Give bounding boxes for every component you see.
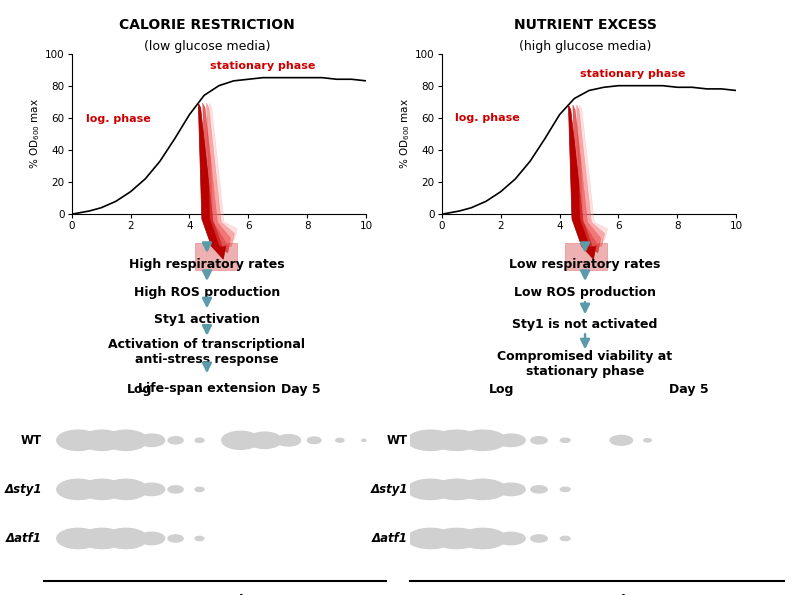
- Text: Life-span extension: Life-span extension: [138, 382, 276, 395]
- Circle shape: [57, 479, 100, 500]
- Circle shape: [168, 535, 183, 542]
- Text: High respiratory rates: High respiratory rates: [129, 258, 285, 271]
- Text: Sty1 is not activated: Sty1 is not activated: [513, 318, 657, 331]
- Circle shape: [460, 430, 506, 450]
- Circle shape: [57, 430, 100, 450]
- X-axis label: h: h: [216, 233, 222, 243]
- Polygon shape: [573, 105, 601, 253]
- Text: stationary phase: stationary phase: [210, 61, 315, 71]
- Text: Δsty1: Δsty1: [5, 483, 42, 496]
- Y-axis label: % OD$_{600}$ max: % OD$_{600}$ max: [399, 98, 412, 170]
- Circle shape: [460, 479, 506, 500]
- Y-axis label: % OD$_{600}$ max: % OD$_{600}$ max: [29, 98, 42, 170]
- Circle shape: [222, 431, 259, 449]
- Polygon shape: [198, 103, 226, 259]
- Bar: [565, 243, 607, 270]
- Polygon shape: [576, 105, 605, 246]
- Text: YE-4% Glu: YE-4% Glu: [559, 594, 635, 595]
- Bar: [195, 243, 236, 270]
- Circle shape: [80, 528, 123, 549]
- Circle shape: [336, 439, 344, 442]
- Circle shape: [361, 439, 366, 441]
- Text: CALORIE RESTRICTION: CALORIE RESTRICTION: [119, 18, 295, 32]
- Circle shape: [168, 486, 183, 493]
- Text: WT: WT: [21, 434, 42, 447]
- Text: NUTRIENT EXCESS: NUTRIENT EXCESS: [513, 18, 657, 32]
- Polygon shape: [579, 105, 607, 246]
- Polygon shape: [209, 103, 237, 246]
- Text: Day 5: Day 5: [281, 383, 320, 396]
- Text: YE-1% Glu: YE-1% Glu: [177, 594, 253, 595]
- Circle shape: [195, 536, 204, 541]
- Polygon shape: [568, 105, 596, 259]
- Text: Log: Log: [489, 383, 514, 396]
- Circle shape: [434, 479, 480, 500]
- Text: Activation of transcriptional
anti-stress response: Activation of transcriptional anti-stres…: [108, 338, 306, 367]
- Circle shape: [139, 533, 165, 544]
- Text: log. phase: log. phase: [86, 114, 151, 124]
- Circle shape: [497, 434, 525, 446]
- Circle shape: [195, 438, 204, 443]
- Circle shape: [497, 533, 525, 544]
- Text: Sty1 activation: Sty1 activation: [154, 313, 260, 326]
- Circle shape: [80, 430, 123, 450]
- Circle shape: [531, 437, 547, 444]
- Circle shape: [531, 535, 547, 542]
- Circle shape: [105, 479, 147, 500]
- Circle shape: [307, 437, 321, 444]
- Circle shape: [80, 479, 123, 500]
- Polygon shape: [206, 103, 235, 246]
- Circle shape: [139, 483, 165, 496]
- Circle shape: [139, 434, 165, 446]
- Text: Δatf1: Δatf1: [373, 532, 408, 545]
- Circle shape: [531, 486, 547, 493]
- Circle shape: [560, 438, 570, 443]
- Text: High ROS production: High ROS production: [134, 286, 280, 299]
- Circle shape: [497, 483, 525, 496]
- X-axis label: h: h: [586, 233, 592, 243]
- Text: Δsty1: Δsty1: [371, 483, 408, 496]
- Text: Day 5: Day 5: [669, 383, 708, 396]
- Circle shape: [105, 528, 147, 549]
- Text: Compromised viability at
stationary phase: Compromised viability at stationary phas…: [498, 350, 673, 378]
- Circle shape: [434, 528, 480, 549]
- Text: Low ROS production: Low ROS production: [514, 286, 656, 299]
- Text: (low glucose media): (low glucose media): [144, 40, 270, 54]
- Circle shape: [276, 434, 300, 446]
- Text: stationary phase: stationary phase: [580, 70, 685, 80]
- Circle shape: [408, 528, 454, 549]
- Text: Δatf1: Δatf1: [6, 532, 42, 545]
- Circle shape: [105, 430, 147, 450]
- Circle shape: [460, 528, 506, 549]
- Circle shape: [408, 479, 454, 500]
- Circle shape: [168, 437, 183, 444]
- Circle shape: [408, 430, 454, 450]
- Text: log. phase: log. phase: [455, 113, 520, 123]
- Circle shape: [610, 436, 633, 445]
- Circle shape: [560, 487, 570, 491]
- Polygon shape: [203, 103, 231, 253]
- Text: WT: WT: [387, 434, 408, 447]
- Circle shape: [644, 439, 651, 442]
- Circle shape: [560, 536, 570, 541]
- Text: (high glucose media): (high glucose media): [519, 40, 651, 54]
- Circle shape: [57, 528, 100, 549]
- Text: Low respiratory rates: Low respiratory rates: [509, 258, 661, 271]
- Circle shape: [195, 487, 204, 491]
- Circle shape: [434, 430, 480, 450]
- Circle shape: [248, 432, 282, 449]
- Text: Log: Log: [127, 383, 152, 396]
